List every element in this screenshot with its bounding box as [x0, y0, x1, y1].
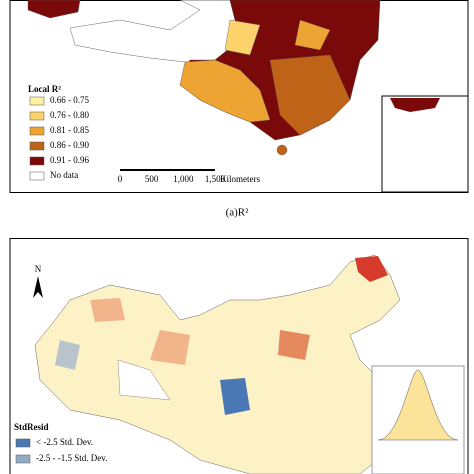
- north-arrow: [33, 276, 43, 298]
- legend-swatch: [15, 454, 31, 464]
- scale-tick-label: 1,500: [205, 174, 226, 184]
- map-region: [294, 19, 331, 51]
- inset-curve: [377, 369, 459, 441]
- map-region: [34, 254, 401, 474]
- legend-title: StdResid: [14, 422, 49, 432]
- scale-tick-label: 500: [145, 174, 159, 184]
- legend-label: 0.86 - 0.90: [50, 140, 89, 150]
- map-region: [150, 330, 190, 365]
- legend-label: < -2.5 Std. Dev.: [36, 437, 93, 447]
- map-region: [390, 98, 440, 112]
- north-label: N: [35, 264, 42, 274]
- map-region: [278, 330, 310, 360]
- map-region: [276, 144, 288, 156]
- inset-frame: [381, 95, 469, 193]
- legend-label: No data: [50, 170, 78, 180]
- legend-swatch: [29, 171, 45, 181]
- scale-unit: Kilometers: [220, 174, 260, 184]
- no-data-region: [117, 359, 171, 401]
- legend-label: -2.5 - -1.5 Std. Dev.: [36, 453, 107, 463]
- legend-label: 0.81 - 0.85: [50, 125, 89, 135]
- legend-swatch: [29, 111, 45, 121]
- map-region: [27, 0, 81, 19]
- scale-tick-label: 1,000: [173, 174, 194, 184]
- legend-swatch: [29, 156, 45, 166]
- map-region: [179, 59, 271, 123]
- legend-swatch: [29, 96, 45, 106]
- caption: (a)R²: [226, 207, 250, 219]
- map-region: [224, 19, 261, 56]
- legend-swatch: [15, 438, 31, 448]
- map-region: [55, 340, 80, 370]
- scale-tick-label: 0: [118, 174, 123, 184]
- map-region: [90, 298, 125, 322]
- legend-swatch: [29, 141, 45, 151]
- legend-label: 0.66 - 0.75: [50, 95, 89, 105]
- legend-title: Local R²: [28, 84, 61, 94]
- map-region: [269, 54, 351, 136]
- map-region: [220, 378, 250, 415]
- map-region: [355, 256, 388, 282]
- legend-swatch: [29, 126, 45, 136]
- legend-label: 0.91 - 0.96: [50, 155, 89, 165]
- legend-label: 0.76 - 0.80: [50, 110, 89, 120]
